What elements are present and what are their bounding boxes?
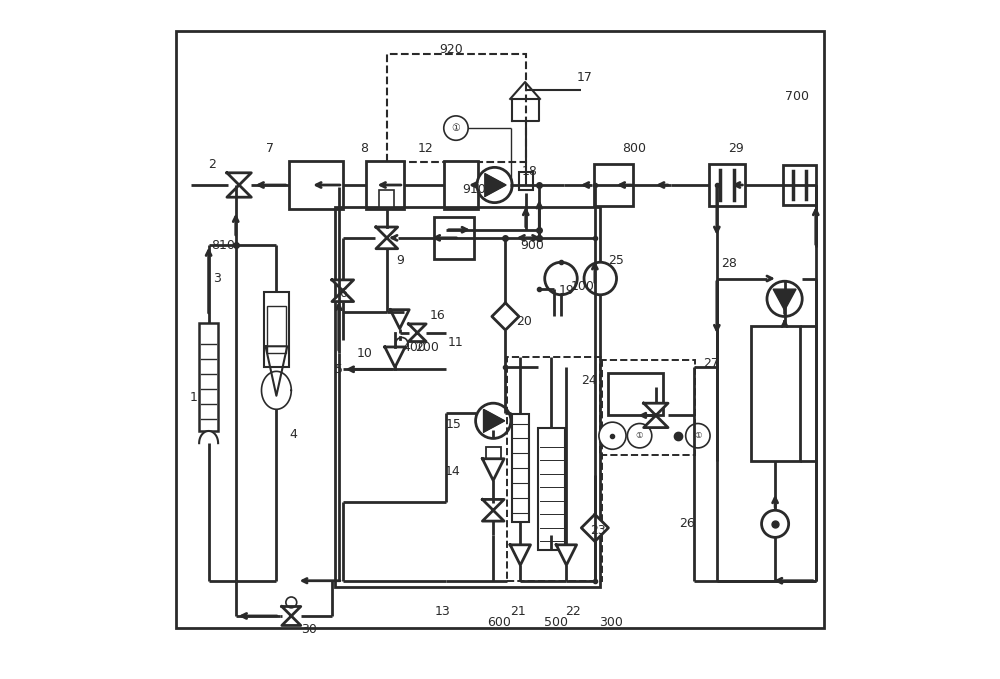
Text: 2: 2 (208, 158, 216, 171)
Text: 4: 4 (289, 428, 297, 441)
Bar (608, 373, 663, 415)
Text: 300: 300 (599, 617, 623, 629)
Bar (709, 164, 745, 206)
Circle shape (476, 403, 511, 439)
Bar (751, 326, 800, 462)
Polygon shape (482, 459, 504, 481)
Circle shape (584, 262, 617, 295)
Circle shape (396, 337, 408, 350)
Circle shape (686, 424, 710, 448)
Polygon shape (484, 409, 505, 433)
Text: 920: 920 (439, 43, 463, 56)
Text: 810: 810 (212, 240, 235, 253)
Text: ①: ① (636, 431, 643, 440)
Circle shape (444, 116, 468, 141)
Polygon shape (492, 303, 519, 330)
Text: 15: 15 (446, 418, 462, 430)
Polygon shape (282, 606, 301, 625)
Bar (486, 447, 501, 462)
Bar (512, 414, 529, 522)
Text: 14: 14 (445, 465, 460, 478)
Bar (507, 357, 602, 581)
Text: 900: 900 (521, 240, 544, 253)
Bar (267, 306, 286, 353)
Polygon shape (409, 324, 426, 342)
Bar (594, 164, 633, 206)
Bar (538, 428, 565, 549)
Circle shape (627, 424, 652, 448)
Text: ①: ① (452, 123, 460, 133)
Text: 22: 22 (565, 606, 581, 619)
Polygon shape (385, 347, 405, 367)
Text: 6: 6 (339, 287, 347, 300)
Text: 19: 19 (559, 285, 574, 297)
Bar (335, 207, 600, 587)
Circle shape (767, 281, 802, 316)
Polygon shape (376, 227, 398, 249)
Circle shape (545, 262, 577, 295)
Text: 25: 25 (609, 254, 624, 267)
Text: 29: 29 (728, 142, 744, 155)
Text: ①: ① (694, 431, 702, 440)
Text: 600: 600 (487, 617, 511, 629)
Bar (176, 31, 824, 628)
Text: 400: 400 (403, 341, 427, 354)
Text: 200: 200 (415, 341, 439, 354)
Bar (366, 161, 404, 209)
Text: 30: 30 (301, 623, 317, 636)
Text: 16: 16 (430, 309, 446, 323)
Text: 24: 24 (582, 373, 597, 386)
Circle shape (599, 422, 626, 449)
Circle shape (762, 510, 789, 537)
Polygon shape (332, 280, 354, 301)
Polygon shape (556, 545, 577, 565)
Text: 100: 100 (571, 280, 595, 293)
Text: 17: 17 (577, 71, 593, 84)
Polygon shape (227, 173, 251, 197)
Text: 700: 700 (785, 90, 809, 103)
Text: 8: 8 (360, 142, 368, 155)
Text: 23: 23 (590, 524, 605, 537)
Text: 3: 3 (213, 272, 221, 285)
Polygon shape (644, 403, 668, 428)
Polygon shape (390, 310, 409, 329)
Bar (264, 292, 289, 367)
Bar (387, 54, 526, 162)
Circle shape (477, 168, 512, 202)
Bar (289, 161, 343, 209)
Text: 28: 28 (721, 257, 737, 270)
Polygon shape (482, 500, 504, 521)
Bar (444, 161, 478, 209)
Polygon shape (485, 174, 506, 196)
Text: 21: 21 (510, 606, 526, 619)
Text: 500: 500 (544, 617, 568, 629)
Text: 11: 11 (448, 336, 464, 350)
Polygon shape (510, 545, 530, 565)
Bar (783, 166, 816, 204)
Text: 12: 12 (418, 142, 433, 155)
Text: 5: 5 (335, 363, 343, 376)
Text: 26: 26 (679, 517, 695, 530)
Text: 1: 1 (190, 390, 198, 403)
Polygon shape (581, 514, 608, 541)
Text: 27: 27 (703, 356, 719, 370)
Text: 800: 800 (622, 142, 646, 155)
Text: 18: 18 (522, 165, 538, 178)
Bar (600, 360, 695, 455)
Bar (199, 323, 218, 431)
Circle shape (286, 597, 297, 608)
Bar (434, 217, 474, 259)
Polygon shape (773, 289, 796, 310)
Bar (379, 189, 394, 207)
Text: 9: 9 (396, 254, 404, 267)
Text: 20: 20 (516, 314, 532, 328)
Text: 910: 910 (462, 183, 486, 196)
Bar (519, 172, 533, 189)
Text: 10: 10 (357, 346, 372, 360)
Text: 7: 7 (266, 142, 274, 155)
Text: 13: 13 (435, 606, 450, 619)
